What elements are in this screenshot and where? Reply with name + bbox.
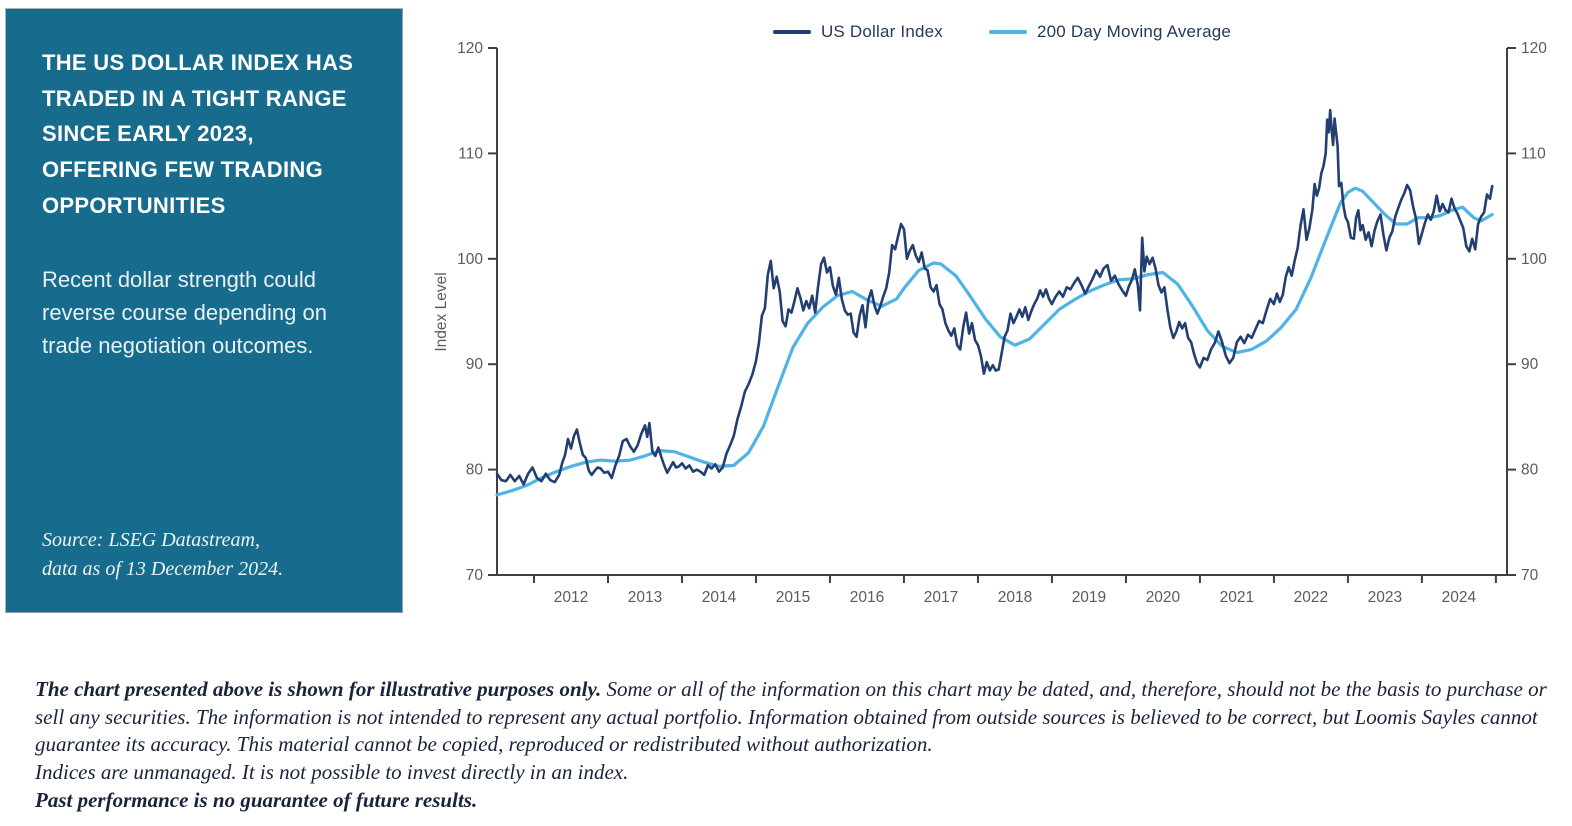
sidebar-panel: THE US DOLLAR INDEX HAS TRADED IN A TIGH… xyxy=(5,8,403,613)
svg-text:2019: 2019 xyxy=(1072,589,1106,606)
svg-text:120: 120 xyxy=(1521,40,1547,57)
svg-text:2014: 2014 xyxy=(702,589,737,606)
svg-text:90: 90 xyxy=(1521,356,1539,373)
dollar-index-chart: US Dollar Index 200 Day Moving Average I… xyxy=(420,0,1572,648)
svg-text:110: 110 xyxy=(1521,145,1546,162)
svg-text:2013: 2013 xyxy=(628,589,662,606)
svg-text:2018: 2018 xyxy=(998,589,1032,606)
disclaimer-lead-bold: The chart presented above is shown for i… xyxy=(35,677,602,701)
svg-text:100: 100 xyxy=(457,251,483,268)
svg-text:2012: 2012 xyxy=(554,589,588,606)
svg-text:2016: 2016 xyxy=(850,589,884,606)
svg-text:90: 90 xyxy=(466,356,484,373)
svg-text:2022: 2022 xyxy=(1294,589,1328,606)
svg-text:120: 120 xyxy=(457,40,483,57)
sidebar-heading: THE US DOLLAR INDEX HAS TRADED IN A TIGH… xyxy=(42,50,354,218)
disclaimer-indices-line: Indices are unmanaged. It is not possibl… xyxy=(35,760,629,785)
svg-text:70: 70 xyxy=(1521,567,1539,584)
chart-canvas: Index Level 70 70 80 80 90 90 100 100 110 110 120 1… xyxy=(433,40,1547,606)
svg-text:2020: 2020 xyxy=(1146,589,1181,606)
plot-area: 70 70 80 80 90 90 100 100 110 110 120 120 2012 2013 20… xyxy=(457,40,1547,606)
disclaimer-paragraph: The chart presented above is shown for i… xyxy=(35,676,1547,759)
moving-average-line-swatch xyxy=(989,30,1027,34)
source-note: Source: LSEG Datastream, data as of 13 D… xyxy=(42,526,283,584)
svg-text:110: 110 xyxy=(458,145,483,162)
svg-text:100: 100 xyxy=(1521,251,1547,268)
disclaimer: The chart presented above is shown for i… xyxy=(35,676,1547,815)
svg-text:2015: 2015 xyxy=(776,589,810,606)
svg-text:80: 80 xyxy=(466,462,484,479)
legend-label: US Dollar Index xyxy=(820,22,943,41)
disclaimer-body: Some or all of the information on this c… xyxy=(35,677,1547,757)
legend-item-moving-average: 200 Day Moving Average xyxy=(989,22,1231,42)
source-line-2: data as of 13 December 2024. xyxy=(42,558,284,580)
svg-text:2017: 2017 xyxy=(924,589,958,606)
chart-legend: US Dollar Index 200 Day Moving Average xyxy=(497,22,1507,42)
legend-item-us-dollar-index: US Dollar Index xyxy=(772,22,943,42)
svg-text:70: 70 xyxy=(466,567,484,584)
sidebar-subtext: Recent dollar strength could reverse cou… xyxy=(42,267,327,359)
disclaimer-past-performance: Past performance is no guarantee of futu… xyxy=(35,787,1547,815)
svg-text:80: 80 xyxy=(1521,462,1539,479)
y-axis-title: Index Level xyxy=(433,272,450,351)
past-performance-bold: Past performance is no guarantee of futu… xyxy=(35,787,478,812)
legend-label: 200 Day Moving Average xyxy=(1037,22,1232,41)
svg-text:2021: 2021 xyxy=(1220,589,1254,606)
svg-text:2023: 2023 xyxy=(1368,589,1402,606)
source-line-1: Source: LSEG Datastream, xyxy=(42,529,260,551)
us-dollar-index-line-swatch xyxy=(772,30,811,34)
svg-text:2024: 2024 xyxy=(1442,589,1477,606)
